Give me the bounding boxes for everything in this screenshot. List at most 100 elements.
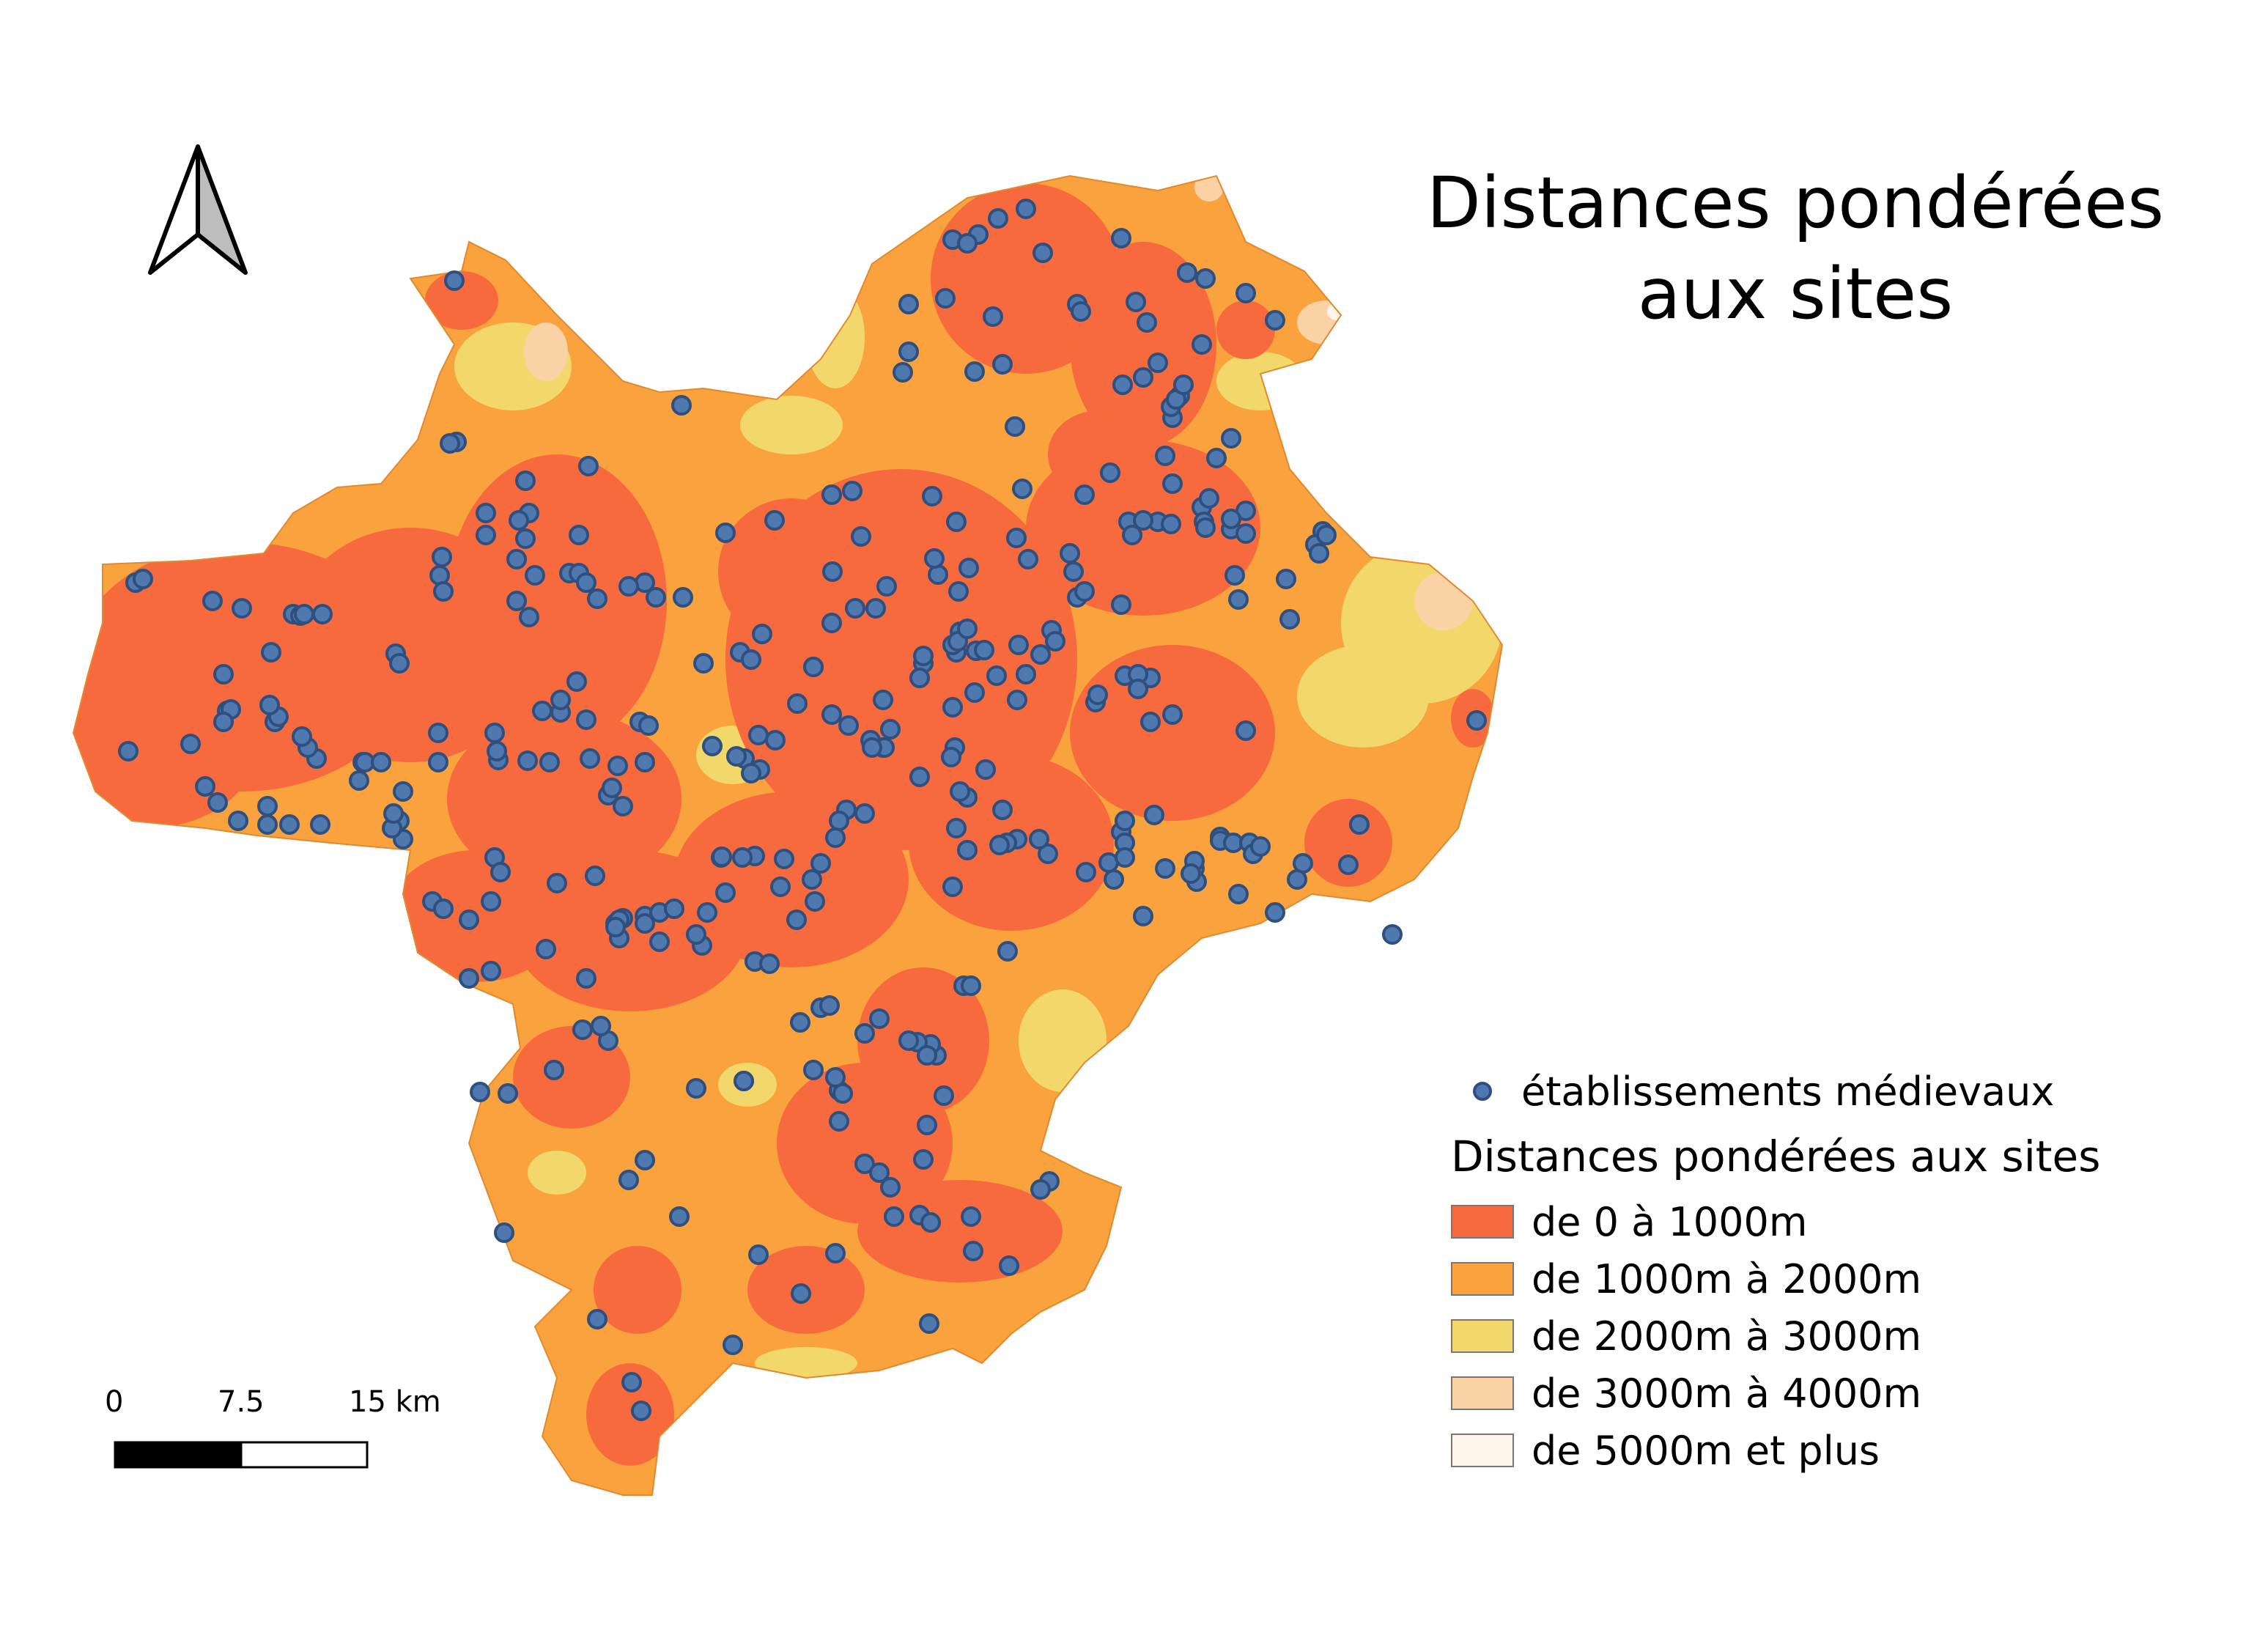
- settlement-point: [810, 853, 831, 874]
- settlement-point: [429, 565, 450, 586]
- settlement-point: [941, 747, 961, 767]
- settlement-point: [869, 1008, 890, 1029]
- settlement-point: [948, 581, 969, 602]
- settlement-point: [1137, 312, 1157, 333]
- settlement-point: [862, 737, 882, 758]
- settlement-point: [578, 456, 599, 476]
- settlement-point: [924, 548, 945, 569]
- settlement-point: [294, 604, 314, 624]
- settlement-point: [481, 891, 501, 912]
- settlement-point: [1155, 858, 1175, 879]
- settlement-point: [569, 525, 589, 545]
- settlement-point: [942, 877, 963, 897]
- settlement-point: [1016, 199, 1036, 219]
- settlement-point: [669, 1206, 690, 1227]
- settlement-point: [934, 1085, 954, 1106]
- settlement-point: [880, 719, 901, 739]
- settlement-point: [1144, 805, 1164, 825]
- settlement-point: [686, 924, 706, 945]
- settlement-point: [349, 770, 369, 791]
- settlement-point: [440, 433, 460, 454]
- settlement-point: [180, 734, 201, 754]
- settlement-point: [576, 572, 596, 593]
- settlement-point: [312, 604, 333, 624]
- settlement-point: [1074, 484, 1095, 505]
- settlement-point: [1148, 353, 1168, 373]
- settlement-point: [989, 835, 1010, 855]
- settlement-point: [1133, 510, 1153, 531]
- settlement-point: [845, 598, 865, 619]
- settlement-point: [432, 547, 452, 567]
- settlement-point: [832, 1083, 853, 1104]
- settlement-point: [829, 1111, 849, 1132]
- settlement-point: [459, 968, 479, 989]
- legend-class-label: de 3000m à 4000m: [1532, 1370, 1922, 1417]
- settlement-point: [819, 995, 840, 1016]
- legend-swatch: [1451, 1262, 1514, 1296]
- legend-class-label: de 0 à 1000m: [1532, 1198, 1808, 1245]
- north-arrow-icon: [148, 144, 248, 275]
- settlement-point: [433, 581, 454, 602]
- legend-class-entry: de 2000m à 3000m: [1451, 1307, 2100, 1365]
- legend-class-label: de 1000m à 2000m: [1532, 1255, 1922, 1302]
- settlement-point: [490, 862, 511, 882]
- settlement-point: [922, 486, 942, 506]
- settlement-point: [544, 1060, 564, 1080]
- settlement-point: [572, 1019, 593, 1040]
- settlement-point: [686, 1078, 706, 1099]
- settlement-point: [802, 869, 822, 890]
- settlement-point: [1173, 375, 1194, 395]
- legend-swatch: [1451, 1434, 1514, 1467]
- settlement-point: [566, 671, 587, 692]
- settlement-point: [1177, 262, 1197, 283]
- medieval-settlements-layer: [118, 199, 1487, 1421]
- settlement-point: [1008, 635, 1029, 655]
- settlement-point: [1276, 569, 1296, 589]
- settlement-point: [964, 682, 985, 703]
- settlement-point: [1181, 863, 1201, 884]
- settlement-point: [506, 549, 527, 569]
- settlement-point: [1100, 462, 1120, 483]
- settlement-point: [207, 792, 228, 813]
- settlement-point: [821, 613, 842, 633]
- settlement-point: [1060, 543, 1080, 564]
- settlement-point: [958, 558, 979, 578]
- settlement-point: [880, 1177, 901, 1198]
- settlement-point: [1225, 565, 1245, 586]
- settlement-point: [946, 818, 967, 838]
- settlement-point: [1192, 334, 1212, 355]
- settlement-point: [591, 1016, 611, 1036]
- settlement-point: [961, 975, 981, 996]
- settlement-point: [803, 1060, 824, 1080]
- settlement-point: [702, 736, 723, 756]
- settlement-point: [371, 752, 391, 772]
- settlement-point: [470, 1082, 490, 1102]
- settlement-point: [1038, 844, 1058, 864]
- settlement-point: [1162, 473, 1183, 494]
- settlement-point: [961, 1206, 981, 1227]
- settlement-point: [635, 752, 655, 772]
- settlement-point: [232, 598, 252, 619]
- settlement-point: [825, 1067, 846, 1088]
- settlement-point: [786, 910, 807, 930]
- settlement-point: [732, 847, 753, 868]
- settlement-point: [1250, 836, 1271, 857]
- settlement-point: [481, 961, 501, 981]
- settlement-point: [261, 642, 281, 663]
- settlement-point: [715, 882, 736, 903]
- settlement-point: [752, 624, 772, 644]
- settlement-point: [854, 1023, 875, 1044]
- map-legend: établissements médievaux Distances pondé…: [1451, 1063, 2100, 1479]
- settlement-point: [1007, 690, 1027, 710]
- scale-label-15km: 15 km: [349, 1385, 441, 1419]
- settlement-point: [1235, 720, 1256, 741]
- settlement-point: [536, 939, 556, 959]
- settlement-point: [393, 781, 413, 802]
- settlement-point: [487, 741, 507, 761]
- settlement-point: [988, 208, 1008, 229]
- settlement-point: [898, 1030, 919, 1051]
- settlement-point: [715, 523, 736, 543]
- settlement-point: [957, 840, 978, 860]
- settlement-point: [1162, 704, 1183, 725]
- settlement-point: [854, 803, 875, 824]
